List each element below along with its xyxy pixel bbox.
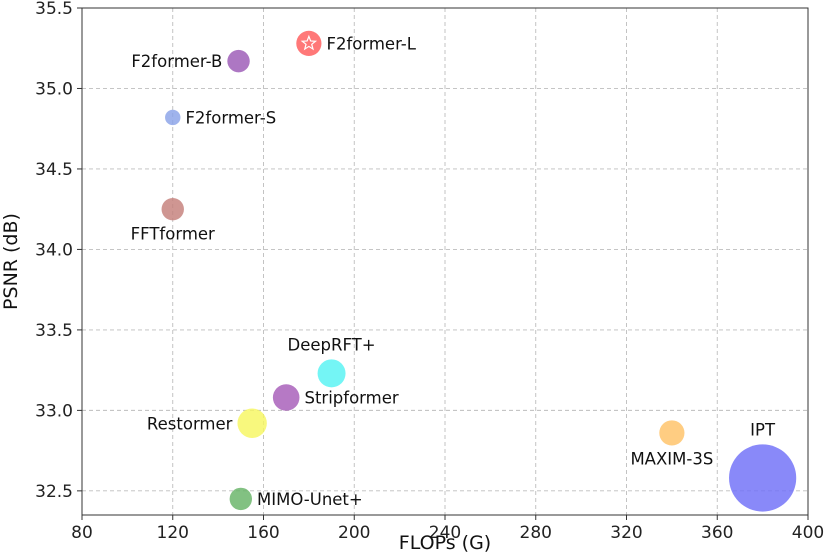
- data-point-deeprft-: [317, 359, 346, 388]
- y-tick-label: 33.5: [35, 321, 73, 341]
- star-marker-icon: [300, 34, 318, 51]
- data-point-f2former-l: [296, 30, 322, 57]
- point-label: Stripformer: [304, 389, 398, 408]
- x-tick-label: 400: [792, 523, 824, 543]
- x-tick-label: 280: [520, 523, 552, 543]
- y-tick-label: 33.0: [35, 401, 73, 421]
- y-tick-label: 34.5: [35, 160, 73, 180]
- data-points: [161, 30, 797, 512]
- x-tick-label: 160: [247, 523, 279, 543]
- point-label: F2former-B: [131, 52, 222, 71]
- point-label: IPT: [750, 420, 776, 439]
- x-tick-label: 120: [157, 523, 189, 543]
- y-tick-label: 32.5: [35, 482, 73, 502]
- point-label: F2former-L: [326, 34, 416, 53]
- data-point-restormer: [237, 408, 267, 438]
- point-label: FFTformer: [131, 224, 215, 243]
- point-label: Restormer: [147, 414, 233, 433]
- data-point-mimo-unet-: [229, 487, 253, 511]
- data-point-f2former-b: [227, 49, 250, 73]
- data-point-stripformer: [272, 384, 300, 411]
- grid-lines: [81, 7, 809, 515]
- y-tick-label: 35.5: [35, 0, 73, 19]
- y-tick-label: 35.0: [35, 79, 73, 99]
- point-label: MAXIM-3S: [630, 450, 713, 469]
- data-point-f2former-s: [165, 109, 181, 126]
- data-point-maxim-3s: [659, 420, 685, 446]
- axis-ticks: 80 120 160 200 240 280 320 360 400 32.5 33.0 33.5 34…: [35, 0, 824, 543]
- x-tick-label: 320: [610, 523, 642, 543]
- point-label: MIMO-Unet+: [257, 490, 363, 509]
- y-axis-label: PSNR (dB): [0, 213, 22, 310]
- data-point-fftformer: [161, 197, 184, 221]
- x-tick-label: 360: [701, 523, 733, 543]
- point-label: DeepRFT+: [288, 335, 376, 354]
- x-tick-label: 240: [429, 523, 461, 543]
- x-axis-label: FLOPs (G): [399, 532, 491, 554]
- point-label: F2former-S: [185, 108, 276, 127]
- x-tick-label: 80: [71, 523, 93, 543]
- y-tick-label: 34.0: [35, 240, 73, 260]
- point-labels: F2former-L F2former-B F2former-S FFTformer D…: [131, 34, 776, 508]
- x-tick-label: 200: [338, 523, 370, 543]
- data-point-ipt: [729, 444, 797, 512]
